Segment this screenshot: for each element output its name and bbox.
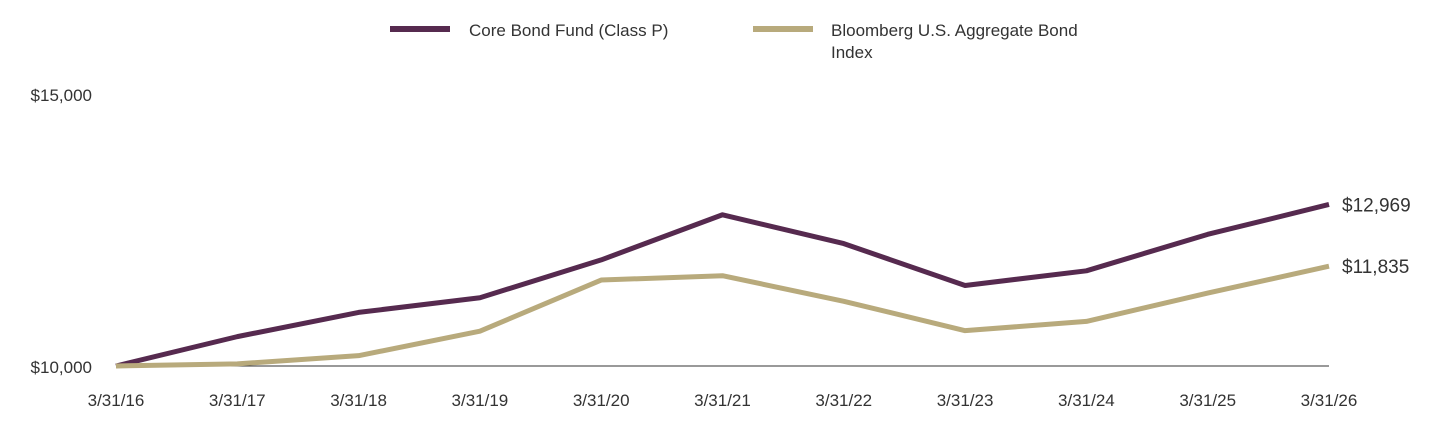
end-labels: $12,969 $11,835: [1342, 195, 1411, 278]
series-lines: [115, 202, 1330, 369]
x-tick-label: 3/31/24: [1058, 391, 1115, 410]
x-tick-label: 3/31/17: [209, 391, 266, 410]
y-tick-label: $10,000: [31, 358, 92, 377]
x-tick-label: 3/31/26: [1301, 391, 1358, 410]
series-line-1: [115, 202, 1330, 369]
legend-label: Core Bond Fund (Class P): [469, 21, 668, 40]
legend-item: Bloomberg U.S. Aggregate Bond Index: [753, 21, 1078, 62]
y-tick-label: $15,000: [31, 86, 92, 105]
series-line-2: [115, 263, 1330, 369]
legend-item: Core Bond Fund (Class P): [390, 21, 668, 40]
x-tick-label: 3/31/19: [452, 391, 509, 410]
x-tick-label: 3/31/20: [573, 391, 630, 410]
end-value-label: $12,969: [1342, 195, 1411, 216]
x-tick-label: 3/31/21: [694, 391, 751, 410]
legend-label: Bloomberg U.S. Aggregate Bond Index: [831, 21, 1078, 62]
legend: Core Bond Fund (Class P) Bloomberg U.S. A…: [390, 21, 1078, 62]
x-tick-label: 3/31/23: [937, 391, 994, 410]
x-axis: 3/31/16 3/31/17 3/31/18 3/31/19 3/31/20 3/31/…: [88, 365, 1358, 410]
end-value-label: $11,835: [1342, 257, 1409, 278]
y-axis: $10,000 $15,000: [31, 86, 92, 377]
x-tick-label: 3/31/25: [1179, 391, 1236, 410]
x-tick-label: 3/31/16: [88, 391, 145, 410]
x-tick-label: 3/31/22: [815, 391, 872, 410]
x-tick-label: 3/31/18: [330, 391, 387, 410]
